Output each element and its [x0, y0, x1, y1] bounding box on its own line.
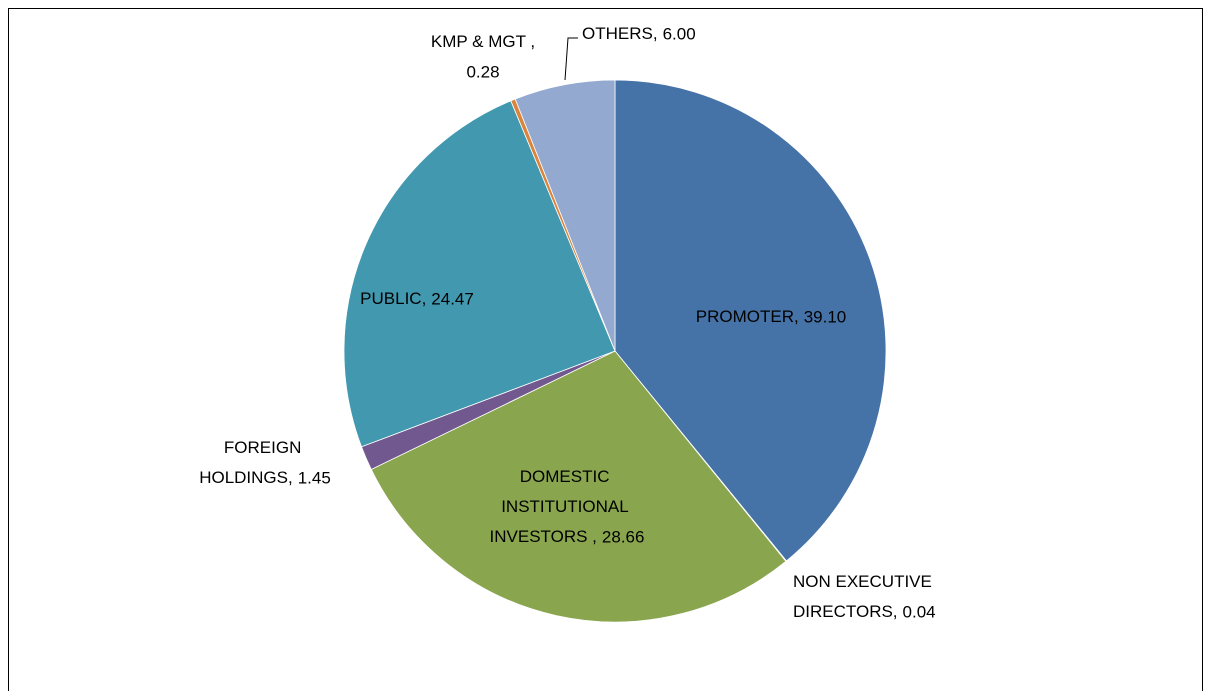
data-label: FOREIGN HOLDINGS,	[199, 438, 306, 487]
pie-slice	[343, 100, 616, 448]
data-label-value: 24.47	[431, 289, 474, 308]
data-label-value: 28.66	[602, 527, 645, 546]
data-label: KMP & MGT ,	[431, 32, 535, 51]
data-label: NON EXECUTIVE DIRECTORS,	[793, 572, 937, 621]
data-label: DOMESTIC INSTITUTIONAL INVESTORS ,	[490, 467, 633, 546]
data-label: PROMOTER,	[696, 307, 799, 326]
data-label-value: 39.10	[804, 307, 847, 326]
data-label-value: 6.00	[663, 24, 696, 43]
pie-slice	[514, 79, 616, 352]
data-label-value: 0.28	[466, 62, 499, 81]
data-label: OTHERS,	[582, 24, 658, 43]
data-label-value: 0.04	[903, 602, 936, 621]
chart-border	[8, 8, 1203, 691]
pie-slice	[370, 350, 787, 623]
data-label-value: 1.45	[298, 468, 331, 487]
leader-line	[564, 37, 578, 81]
data-label: PUBLIC,	[360, 289, 426, 308]
pie-slice	[614, 79, 887, 562]
